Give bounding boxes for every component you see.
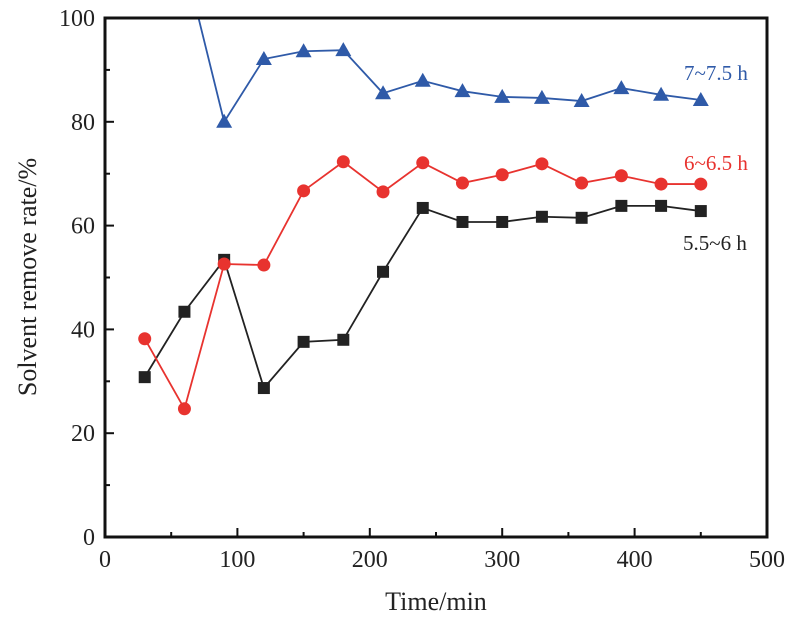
data-point-triangle: [613, 80, 630, 95]
data-point-triangle: [454, 83, 471, 98]
data-point-circle: [654, 177, 668, 191]
data-point-triangle: [335, 42, 352, 57]
data-point-circle: [694, 177, 708, 191]
data-point-circle: [138, 332, 152, 346]
series-label: 6~6.5 h: [684, 151, 748, 175]
x-tick-label: 300: [484, 547, 520, 573]
x-tick-label: 200: [352, 547, 388, 573]
x-tick-label: 100: [219, 547, 255, 573]
series-line-2: [197, 18, 701, 125]
data-point-square: [138, 371, 151, 384]
x-tick-label: 500: [749, 547, 785, 573]
data-point-square: [456, 215, 469, 228]
y-tick-label: 0: [83, 525, 95, 551]
data-point-square: [575, 211, 588, 224]
data-point-circle: [257, 258, 271, 272]
data-point-circle: [614, 169, 628, 183]
data-point-triangle: [494, 88, 511, 103]
data-point-circle: [455, 176, 469, 190]
data-point-triangle: [653, 86, 670, 101]
data-point-square: [297, 335, 310, 348]
y-tick-label: 40: [71, 317, 95, 343]
data-point-square: [694, 205, 707, 218]
x-axis-label: Time/min: [385, 587, 487, 616]
data-point-square: [257, 382, 270, 395]
data-point-square: [377, 265, 390, 278]
data-point-circle: [376, 185, 390, 199]
data-point-circle: [575, 176, 589, 190]
data-point-circle: [297, 184, 311, 198]
data-point-square: [178, 305, 191, 318]
data-point-square: [337, 333, 350, 346]
data-point-square: [615, 199, 628, 212]
data-point-triangle: [533, 89, 550, 104]
data-point-circle: [177, 402, 191, 416]
data-point-triangle: [414, 72, 431, 87]
data-point-circle: [336, 155, 350, 169]
y-tick-label: 80: [71, 110, 95, 136]
series-line-1: [143, 160, 701, 412]
y-tick-label: 100: [59, 6, 95, 32]
data-point-triangle: [255, 51, 272, 66]
data-point-triangle: [692, 92, 709, 107]
series-line-0: [143, 204, 701, 390]
data-point-triangle: [573, 93, 590, 108]
y-tick-label: 20: [71, 421, 95, 447]
data-point-triangle: [375, 85, 392, 100]
series-label: 5.5~6 h: [683, 231, 747, 255]
y-axis-label: Solvent remove rate/%: [13, 158, 42, 396]
data-point-square: [416, 201, 429, 214]
data-point-square: [496, 215, 509, 228]
y-tick-label: 60: [71, 214, 95, 240]
data-point-circle: [535, 157, 549, 171]
x-tick-label: 400: [617, 547, 653, 573]
data-point-circle: [217, 257, 231, 271]
data-point-square: [655, 199, 668, 212]
data-point-circle: [416, 156, 430, 170]
x-tick-label: 0: [99, 547, 111, 573]
data-point-circle: [495, 168, 509, 182]
data-point-triangle: [295, 43, 312, 58]
data-point-square: [535, 210, 548, 223]
series-label: 7~7.5 h: [684, 61, 748, 85]
data-point-triangle: [216, 113, 233, 128]
